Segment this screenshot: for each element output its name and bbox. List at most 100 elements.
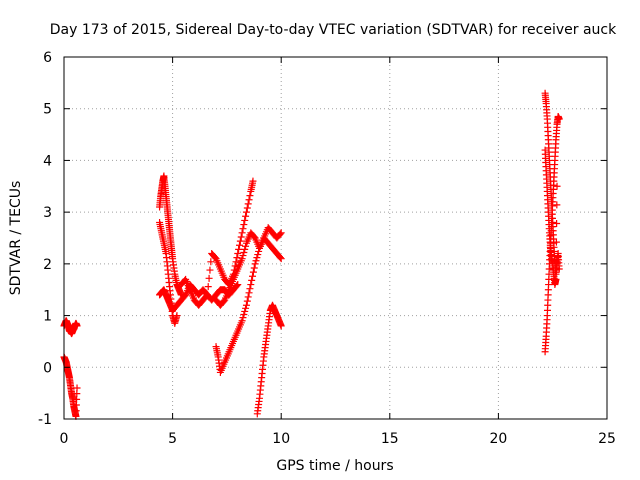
data-point xyxy=(241,307,249,315)
data-point xyxy=(232,258,240,266)
data-point xyxy=(242,304,250,312)
data-point xyxy=(203,291,211,299)
data-point xyxy=(553,201,561,209)
data-point xyxy=(244,200,252,208)
data-point xyxy=(236,237,244,245)
data-point xyxy=(242,242,250,250)
data-point xyxy=(238,317,246,325)
data-point xyxy=(204,283,212,291)
data-point xyxy=(248,276,256,284)
series-pass-1-b xyxy=(156,218,181,327)
data-point xyxy=(552,238,560,246)
data-point xyxy=(276,254,284,262)
data-point xyxy=(244,293,252,301)
y-tick-label: 2 xyxy=(43,257,52,273)
data-point xyxy=(555,115,563,123)
data-point xyxy=(249,177,257,185)
data-point xyxy=(235,245,243,253)
data-point xyxy=(276,230,284,238)
series-pass-2-c xyxy=(541,146,561,289)
data-point xyxy=(253,254,261,262)
data-point xyxy=(240,221,248,229)
data-point xyxy=(233,254,241,262)
data-point xyxy=(245,196,253,204)
data-point xyxy=(207,258,215,266)
data-point xyxy=(245,289,253,297)
x-tick-label: 20 xyxy=(489,431,507,447)
data-point xyxy=(249,268,257,276)
data-point xyxy=(553,220,561,228)
data-point xyxy=(246,192,254,200)
plot-frame xyxy=(63,56,608,420)
data-point xyxy=(241,245,249,253)
data-point xyxy=(249,272,257,280)
x-axis-label: GPS time / hours xyxy=(276,458,393,474)
data-point xyxy=(255,247,263,255)
data-point xyxy=(241,216,249,224)
data-point xyxy=(246,285,254,293)
data-point xyxy=(239,225,247,233)
data-point xyxy=(247,281,255,289)
data-point xyxy=(238,255,246,263)
y-tick-label: 6 xyxy=(43,50,52,66)
series-pass-2-b xyxy=(541,112,563,356)
y-tick-label: 4 xyxy=(43,153,52,169)
data-point xyxy=(239,252,247,260)
grid-layer xyxy=(64,57,607,419)
data-point xyxy=(202,292,210,300)
series-pass-0-b xyxy=(60,353,81,420)
x-tick-label: 10 xyxy=(272,431,290,447)
y-tick-label: 3 xyxy=(43,205,52,221)
data-point xyxy=(552,275,560,283)
data-point xyxy=(277,255,285,263)
data-point xyxy=(173,312,181,320)
y-tick-label: -1 xyxy=(38,412,52,428)
data-point xyxy=(239,314,247,322)
data-point xyxy=(277,229,285,237)
points-layer xyxy=(60,89,563,420)
data-point xyxy=(552,257,560,265)
data-point xyxy=(242,301,250,309)
x-tick-label: 15 xyxy=(381,431,399,447)
data-point xyxy=(242,212,250,220)
x-tick-labels: 0 5 10 15 20 25 xyxy=(60,431,616,447)
ticks-layer xyxy=(63,56,608,420)
y-axis-label: SDTVAR / TECUs xyxy=(8,181,24,296)
data-point xyxy=(233,282,241,290)
x-tick-label: 0 xyxy=(60,431,69,447)
data-point xyxy=(205,274,213,282)
series-pass-1-a xyxy=(156,172,185,299)
data-point xyxy=(250,264,258,272)
data-point xyxy=(243,297,251,305)
data-point xyxy=(553,182,561,190)
data-point xyxy=(252,257,260,265)
data-point xyxy=(234,281,242,289)
y-tick-label: 0 xyxy=(43,360,52,376)
data-point xyxy=(73,384,81,392)
series-pass-1-f xyxy=(212,234,285,376)
y-tick-label: 1 xyxy=(43,309,52,325)
data-point xyxy=(555,265,563,273)
y-tick-label: 5 xyxy=(43,102,52,118)
data-point xyxy=(251,260,259,268)
data-point xyxy=(73,322,81,330)
series-pass-1-d xyxy=(177,177,257,309)
data-point xyxy=(277,322,285,330)
y-tick-labels: -1 0 1 2 3 4 5 6 xyxy=(38,50,52,428)
data-point xyxy=(238,229,246,237)
data-point xyxy=(240,311,248,319)
x-tick-label: 25 xyxy=(598,431,616,447)
data-point xyxy=(242,208,250,216)
data-point xyxy=(240,248,248,256)
data-point xyxy=(206,266,214,274)
series-pass-1-g xyxy=(253,301,285,418)
chart-title: Day 173 of 2015, Sidereal Day-to-day VTE… xyxy=(50,22,617,38)
x-tick-label: 5 xyxy=(168,431,177,447)
data-point xyxy=(237,233,245,241)
data-point xyxy=(254,251,262,259)
data-point xyxy=(234,250,242,258)
data-point xyxy=(243,204,251,212)
data-point xyxy=(235,241,243,249)
